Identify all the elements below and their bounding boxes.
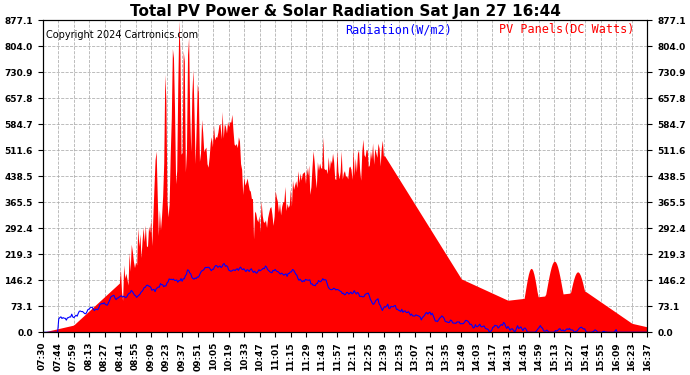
Text: Radiation(W/m2): Radiation(W/m2) (345, 24, 452, 36)
Text: Copyright 2024 Cartronics.com: Copyright 2024 Cartronics.com (46, 30, 197, 40)
Text: PV Panels(DC Watts): PV Panels(DC Watts) (500, 24, 635, 36)
Title: Total PV Power & Solar Radiation Sat Jan 27 16:44: Total PV Power & Solar Radiation Sat Jan… (130, 4, 560, 19)
